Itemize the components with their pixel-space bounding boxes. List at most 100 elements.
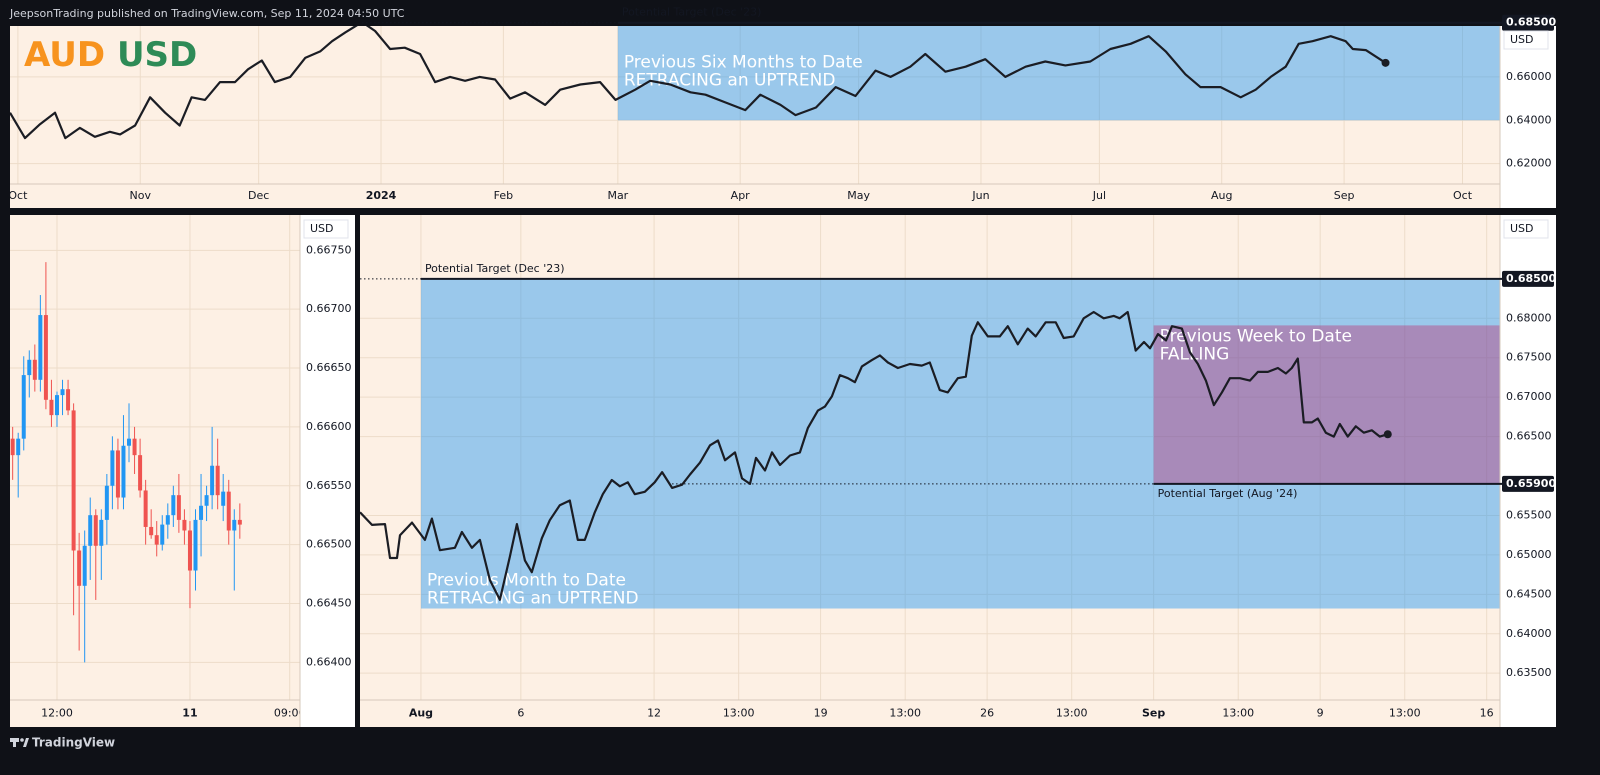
x-tick-label: 26 <box>980 707 994 720</box>
y-tick-label: 0.66700 <box>306 302 352 315</box>
candle-body <box>82 545 87 586</box>
last-price-dot <box>1381 58 1390 67</box>
price-axis-background <box>1500 26 1556 208</box>
candle-body <box>160 524 165 545</box>
zone-label: Previous Month to Date <box>427 571 626 591</box>
logo-dot <box>20 738 24 742</box>
currency-label: USD <box>310 222 334 235</box>
y-tick-label: 0.67000 <box>1506 390 1552 403</box>
candle-body <box>38 315 43 380</box>
price-label-box <box>1502 475 1554 492</box>
y-tick-label: 0.68000 <box>1506 311 1552 324</box>
symbol-title: AUD USD <box>24 35 197 75</box>
y-tick-label: 0.66650 <box>306 361 352 374</box>
currency-label: USD <box>1510 33 1534 46</box>
zone <box>1153 325 1500 484</box>
candle-body <box>49 399 54 416</box>
zone <box>617 26 1500 121</box>
price-label: 0.68500 <box>1506 272 1556 285</box>
x-tick-label: 12:00 <box>41 707 73 720</box>
candle-body <box>149 526 154 536</box>
x-tick-label: Jun <box>971 189 989 202</box>
publish-info: JeepsonTrading published on TradingView.… <box>9 7 405 20</box>
x-tick-label: 19 <box>814 707 828 720</box>
x-tick-label: 2024 <box>366 189 397 202</box>
candle-body <box>171 495 176 516</box>
symbol-part: USD <box>117 35 197 75</box>
candle-body <box>60 389 65 396</box>
candle-body <box>165 515 170 525</box>
zone-label: Previous Six Months to Date <box>624 53 863 73</box>
tradingview-logo <box>10 738 29 747</box>
candle-body <box>121 445 126 498</box>
x-tick-label: Apr <box>731 189 751 202</box>
candle-body <box>176 495 181 520</box>
footer-brand: TradingView <box>32 736 115 750</box>
panel-background <box>360 215 1500 727</box>
x-tick-label: Feb <box>494 189 513 202</box>
x-tick-label: Oct <box>8 189 28 202</box>
target-label: Potential Target (Dec '23) <box>622 6 762 19</box>
x-tick-label: 6 <box>517 707 524 720</box>
x-tick-label: May <box>847 189 870 202</box>
candle-body <box>127 438 132 446</box>
x-tick-label: 9 <box>1317 707 1324 720</box>
price-axis-background <box>1500 215 1556 727</box>
price-label-box <box>1502 270 1554 287</box>
candle-body <box>154 535 159 545</box>
candle-body <box>66 389 71 411</box>
logo-stem <box>13 738 16 747</box>
candle-body <box>204 495 209 506</box>
x-tick-label: Aug <box>409 707 433 720</box>
x-tick-label: 12 <box>647 707 661 720</box>
x-axis: Oct Nov Dec 2024 Feb Mar Apr May Jun Jul Aug Sep Oct <box>8 189 1473 202</box>
y-tick-label: 0.66550 <box>306 479 352 492</box>
price-label-box <box>1502 14 1554 31</box>
x-tick-label: 13:00 <box>1056 707 1088 720</box>
y-tick-label: 0.64000 <box>1506 113 1552 126</box>
y-tick-label: 0.62000 <box>1506 157 1552 170</box>
candle-body <box>71 410 76 551</box>
x-tick-label: 13:00 <box>1389 707 1421 720</box>
y-tick-label: 0.63500 <box>1506 666 1552 679</box>
zone-label: FALLING <box>1160 344 1230 364</box>
x-axis: 12:00 11 09:00 <box>41 707 300 720</box>
price-line <box>360 310 1389 601</box>
currency-label: USD <box>1510 222 1534 235</box>
price-label: 0.65900 <box>1506 477 1556 490</box>
y-tick-label: 0.64000 <box>1506 627 1552 640</box>
y-tick-label: 0.67500 <box>1506 351 1552 364</box>
last-price-dot <box>1383 430 1392 439</box>
candle-body <box>237 519 242 525</box>
candle-body <box>143 490 148 527</box>
x-tick-label: Nov <box>130 189 152 202</box>
plot-area <box>10 215 300 700</box>
currency-box <box>303 219 349 239</box>
candle-body <box>232 519 237 531</box>
candle-body <box>88 515 93 546</box>
candle-body <box>93 515 98 546</box>
y-tick-label: 0.65500 <box>1506 508 1552 521</box>
x-tick-label: Dec <box>248 189 269 202</box>
target-label: Potential Target (Dec '23) <box>425 262 565 275</box>
x-tick-label: 13:00 <box>889 707 921 720</box>
candle-body <box>77 550 82 586</box>
candle-body <box>226 491 231 531</box>
zone-label: RETRACING an UPTREND <box>624 71 836 91</box>
zone-label: Previous Week to Date <box>1160 326 1352 346</box>
x-tick-label: Oct <box>1453 189 1473 202</box>
candle-body <box>187 530 192 571</box>
candle-body <box>115 450 120 498</box>
candle-body <box>16 438 21 456</box>
x-tick-label: Sep <box>1334 189 1355 202</box>
y-tick-label: 0.66600 <box>306 420 352 433</box>
x-tick-label: Sep <box>1142 707 1165 720</box>
x-tick-label: Jul <box>1092 189 1106 202</box>
symbol-part: AUD <box>24 35 105 75</box>
price-line <box>10 26 1387 140</box>
candle-body <box>27 359 32 376</box>
